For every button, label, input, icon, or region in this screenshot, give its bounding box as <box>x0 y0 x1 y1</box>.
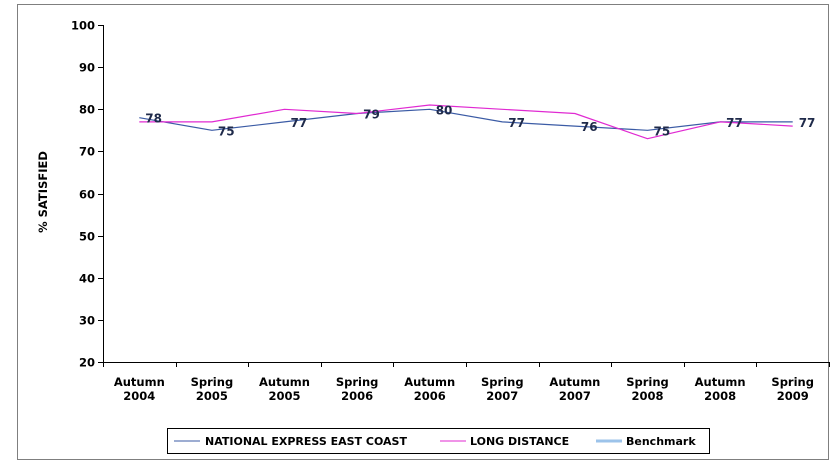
legend: NATIONAL EXPRESS EAST COAST LONG DISTANC… <box>167 428 710 454</box>
y-tick-label: 50 <box>79 230 95 244</box>
x-tick-label: Spring <box>336 375 379 389</box>
data-label: 77 <box>291 116 308 130</box>
x-tick-label: 2008 <box>631 389 663 403</box>
data-label: 80 <box>436 103 453 117</box>
y-tick-label: 40 <box>79 272 95 286</box>
series-line-0 <box>139 108 793 131</box>
x-tick-label: Spring <box>626 375 669 389</box>
y-tick-label: 70 <box>79 145 95 159</box>
x-tick-label: Autumn <box>259 375 310 389</box>
data-label: 75 <box>654 124 671 138</box>
chart-frame <box>17 4 829 460</box>
data-label: 77 <box>508 116 525 130</box>
y-axis-title: % SATISFIED <box>36 151 50 233</box>
y-tick-label: 60 <box>79 188 95 202</box>
data-label: 76 <box>581 120 598 134</box>
x-axis: Autumn2004Spring2005Autumn2005Spring2006… <box>103 362 830 403</box>
x-tick-label: Spring <box>771 375 814 389</box>
data-label: 77 <box>726 116 743 130</box>
y-tick-label: 100 <box>71 19 95 33</box>
x-tick-label: 2009 <box>777 389 809 403</box>
x-tick-label: 2006 <box>341 389 373 403</box>
data-label: 77 <box>799 116 816 130</box>
y-tick-label: 30 <box>79 314 95 328</box>
x-tick-label: 2006 <box>414 389 446 403</box>
x-tick-label: 2008 <box>704 389 736 403</box>
y-tick-label: 90 <box>79 61 95 75</box>
x-tick-label: Autumn <box>549 375 600 389</box>
legend-label-benchmark: Benchmark <box>626 435 696 448</box>
x-tick-label: Spring <box>191 375 234 389</box>
x-tick-label: Autumn <box>114 375 165 389</box>
x-tick-label: 2004 <box>123 389 155 403</box>
x-tick-label: 2007 <box>559 389 591 403</box>
x-tick-label: Spring <box>481 375 524 389</box>
series-lines <box>139 104 793 140</box>
x-tick-label: Autumn <box>404 375 455 389</box>
y-tick-label: 80 <box>79 103 95 117</box>
data-label: 78 <box>145 112 162 126</box>
x-tick-label: 2007 <box>486 389 518 403</box>
legend-label-national-express: NATIONAL EXPRESS EAST COAST <box>205 435 407 448</box>
x-tick-label: 2005 <box>196 389 228 403</box>
y-axis: 20 30 40 50 60 70 80 90 100 <box>71 19 104 370</box>
x-tick-label: Autumn <box>695 375 746 389</box>
data-label: 79 <box>363 107 380 121</box>
x-tick-label: 2005 <box>268 389 300 403</box>
series-line-1 <box>139 104 793 140</box>
data-label: 75 <box>218 124 235 138</box>
data-labels: 78 75 77 79 80 77 76 75 77 77 <box>145 103 815 138</box>
y-tick-label: 20 <box>79 356 95 370</box>
legend-label-long-distance: LONG DISTANCE <box>470 435 569 448</box>
